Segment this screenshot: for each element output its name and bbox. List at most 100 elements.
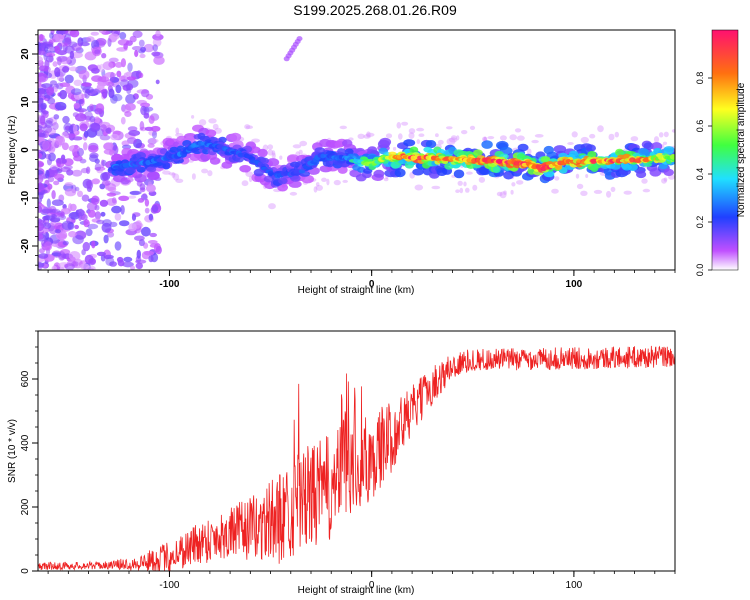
noise-speckle [271,152,276,159]
noise-speckle [107,186,117,193]
noise-speckle [69,66,78,72]
noise-speckle [451,135,457,141]
ridge-blob [113,174,126,183]
noise-speckle [435,133,439,138]
noise-speckle [48,38,56,44]
ridge-blob [287,154,299,163]
noise-speckle [83,142,88,151]
noise-speckle [84,254,94,264]
noise-speckle [575,173,580,179]
noise-speckle [101,53,107,59]
noise-speckle [576,183,584,190]
noise-speckle [82,241,91,252]
noise-speckle [117,39,130,46]
noise-speckle [567,142,574,145]
noise-speckle [78,99,85,105]
ridge-blob [569,150,579,157]
chart-title: S199.2025.268.01.26.R09 [293,2,457,18]
noise-speckle [57,251,66,261]
noise-speckle [191,115,195,119]
noise-speckle [105,256,115,266]
ridge-blob [146,166,157,173]
noise-speckle [47,97,56,105]
noise-speckle [97,76,110,83]
ridge-blob [314,147,326,154]
noise-speckle [60,166,71,173]
noise-speckle [658,132,664,138]
x-tick-label: -100 [159,279,179,290]
noise-speckle [138,39,145,47]
noise-speckle [168,172,176,176]
noise-speckle [136,249,141,259]
noise-speckle [342,179,349,183]
noise-speckle [68,125,75,134]
x-tick-label: 0 [369,580,375,591]
colorbar-tick-label: 0.6 [695,120,705,133]
noise-speckle [208,118,217,124]
noise-speckle [49,208,61,214]
colorbar-tick-label: 0.8 [695,72,705,85]
noise-speckle [147,138,157,145]
noise-speckle [55,157,67,164]
noise-speckle [38,191,44,200]
noise-speckle [40,189,48,194]
noise-speckle [114,61,123,68]
noise-speckle [52,122,59,131]
noise-speckle [84,51,97,61]
noise-speckle [89,154,99,162]
ridge-blob [627,163,638,171]
snr-background [38,331,675,571]
noise-speckle [77,190,83,197]
noise-speckle [482,136,488,142]
noise-speckle [75,113,87,122]
noise-speckle [241,180,249,187]
noise-speckle [511,182,516,187]
noise-speckle [103,234,109,244]
noise-speckle [455,189,460,193]
noise-speckle [585,174,589,178]
spectrogram-y-axis: -20 -10 0 10 20 [20,34,38,266]
noise-speckle [89,88,101,96]
noise-speckle [630,136,639,142]
noise-speckle [53,114,60,120]
ridge-blob [585,144,596,152]
y-tick-label: 200 [20,498,31,515]
noise-speckle [516,180,524,185]
x-tick-label: 0 [369,279,375,290]
noise-speckle [38,65,49,72]
noise-speckle [48,46,55,52]
noise-speckle [57,42,69,47]
ridge-blob [649,168,662,177]
noise-speckle [155,245,162,255]
noise-speckle [74,186,80,192]
ridge-blob [587,151,597,158]
noise-speckle [94,108,103,115]
noise-speckle [313,186,318,193]
noise-speckle [446,126,453,130]
noise-speckle [54,67,61,77]
noise-speckle [134,49,139,58]
ridge-blob [159,148,168,155]
noise-speckle [401,121,409,126]
snr-y-label: SNR (10 * v/v) [7,419,18,483]
noise-speckle [50,164,59,171]
noise-speckle [119,32,127,40]
noise-speckle [42,125,53,134]
noise-speckle [109,221,118,228]
noise-speckle [143,250,155,256]
noise-speckle [139,183,146,191]
noise-speckle [152,130,157,139]
noise-speckle [152,44,158,52]
noise-speckle [153,56,165,65]
y-tick-label: 400 [20,434,31,451]
noise-speckle [57,56,62,66]
noise-speckle [89,103,95,112]
noise-speckle [138,72,144,79]
noise-speckle [554,176,560,181]
noise-speckle [144,178,154,186]
x-tick-label: -100 [159,580,179,591]
y-tick-label: 10 [20,96,31,108]
noise-speckle [663,177,668,182]
noise-speckle [103,254,114,259]
noise-speckle [80,41,90,47]
